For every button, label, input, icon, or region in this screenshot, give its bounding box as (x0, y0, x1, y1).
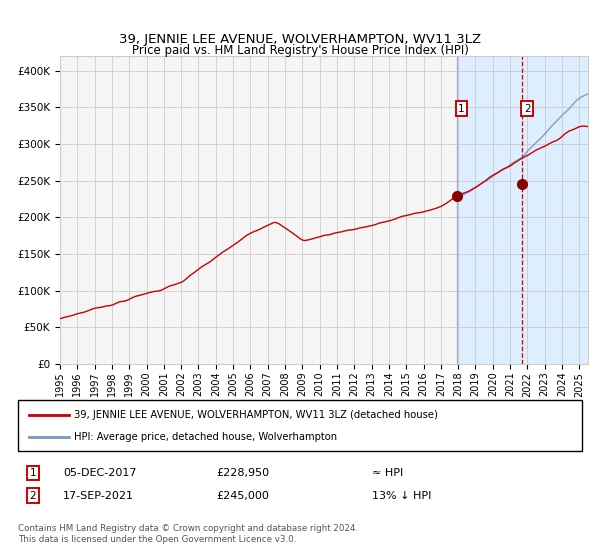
Text: 05-DEC-2017: 05-DEC-2017 (63, 468, 137, 478)
Text: Contains HM Land Registry data © Crown copyright and database right 2024.
This d: Contains HM Land Registry data © Crown c… (18, 524, 358, 544)
Text: ≈ HPI: ≈ HPI (372, 468, 403, 478)
Text: £245,000: £245,000 (216, 491, 269, 501)
FancyBboxPatch shape (18, 400, 582, 451)
Text: HPI: Average price, detached house, Wolverhampton: HPI: Average price, detached house, Wolv… (74, 432, 338, 442)
Text: 2: 2 (29, 491, 37, 501)
Bar (457, 56, 588, 364)
Text: 1: 1 (458, 104, 465, 114)
Text: 1: 1 (29, 468, 37, 478)
Text: £228,950: £228,950 (216, 468, 269, 478)
Text: 17-SEP-2021: 17-SEP-2021 (63, 491, 134, 501)
Text: Price paid vs. HM Land Registry's House Price Index (HPI): Price paid vs. HM Land Registry's House … (131, 44, 469, 57)
Text: 39, JENNIE LEE AVENUE, WOLVERHAMPTON, WV11 3LZ (detached house): 39, JENNIE LEE AVENUE, WOLVERHAMPTON, WV… (74, 409, 438, 419)
Text: 2: 2 (524, 104, 530, 114)
Text: 13% ↓ HPI: 13% ↓ HPI (372, 491, 431, 501)
Text: 39, JENNIE LEE AVENUE, WOLVERHAMPTON, WV11 3LZ: 39, JENNIE LEE AVENUE, WOLVERHAMPTON, WV… (119, 33, 481, 46)
